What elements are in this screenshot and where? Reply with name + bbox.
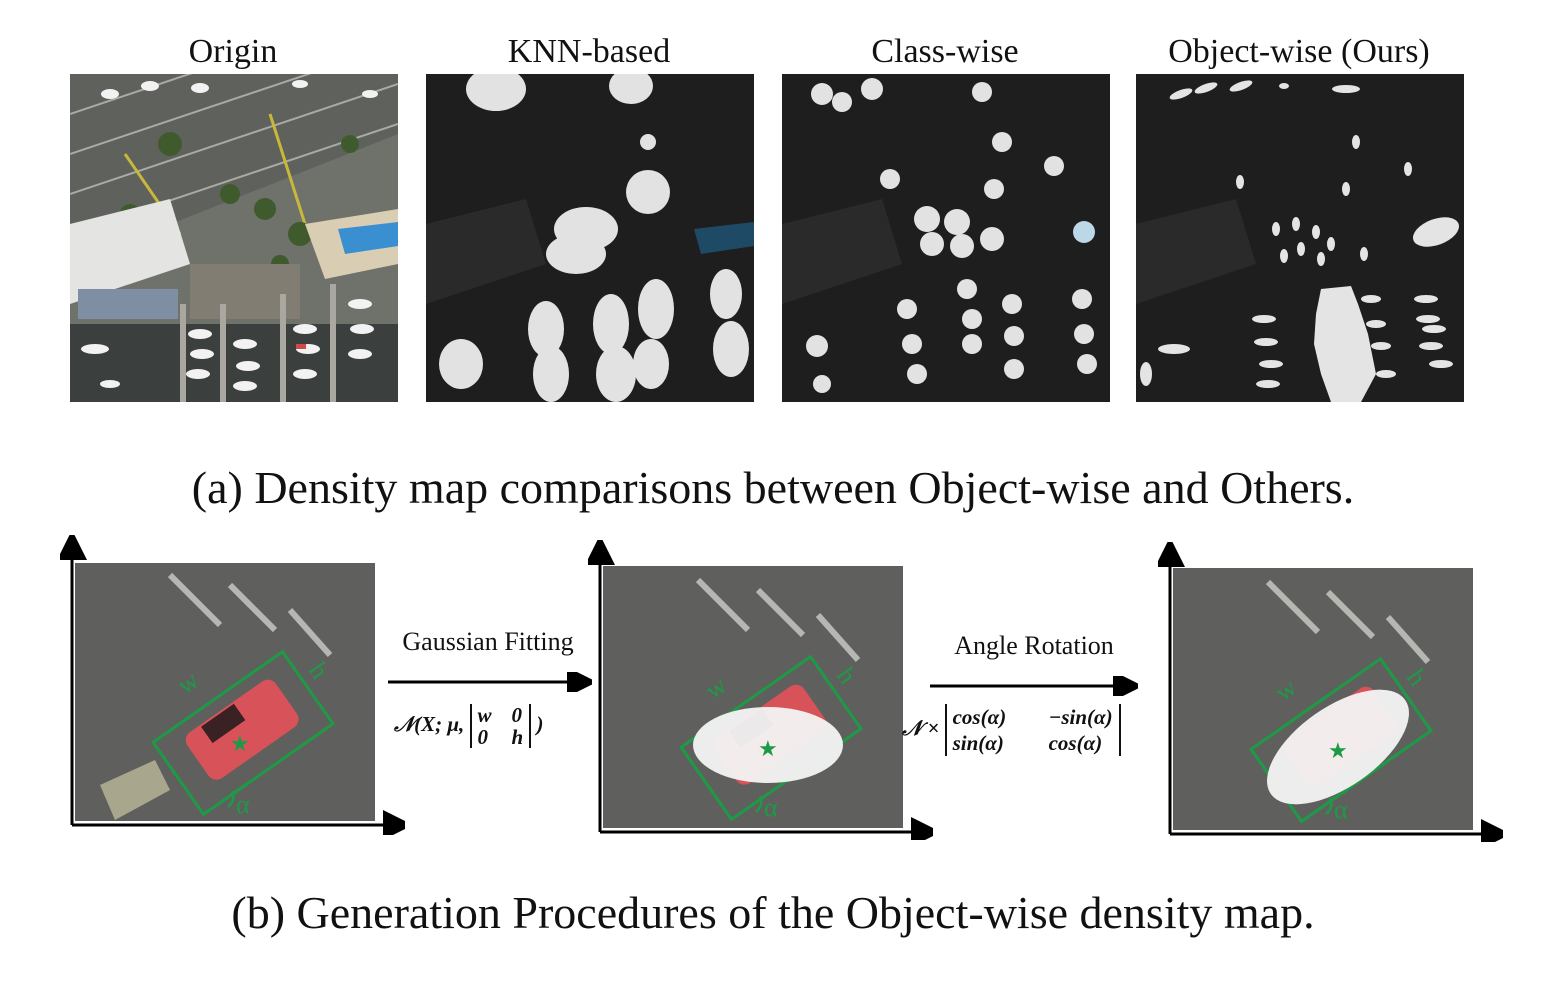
box-label-alpha: α bbox=[236, 790, 250, 819]
panel-title-knn: KNN-based bbox=[507, 33, 671, 70]
box-label-alpha: α bbox=[764, 793, 778, 822]
stage-gaussian-fit: w h α ★ bbox=[585, 535, 941, 847]
stage-rotated-gaussian: w h α ★ bbox=[1155, 537, 1511, 849]
step2-formula: 𝒩 × cos(α) −sin(α) sin(α) cos(α) bbox=[902, 704, 1164, 756]
car bbox=[185, 679, 299, 780]
step1-formula-suffix: ) bbox=[536, 711, 544, 736]
bounding-box bbox=[151, 649, 336, 817]
object-wise-density-map bbox=[1136, 74, 1464, 402]
step1-arrow bbox=[388, 672, 592, 692]
axis-aligned-gaussian bbox=[693, 707, 843, 783]
origin-aerial-image bbox=[70, 74, 398, 402]
caption-part-a: (a) Density map comparisons between Obje… bbox=[191, 462, 1355, 513]
step2-matrix-22: cos(α) bbox=[1048, 731, 1103, 755]
step1-matrix-21: 0 bbox=[477, 725, 489, 749]
step2-arrow bbox=[930, 676, 1138, 696]
panel-title-class-wise: Class-wise bbox=[871, 33, 1019, 70]
step1-matrix-11: w bbox=[477, 703, 492, 727]
step2-matrix-12: −sin(α) bbox=[1048, 705, 1113, 729]
step2-matrix-11: cos(α) bbox=[952, 705, 1007, 729]
box-label-alpha: α bbox=[1334, 795, 1348, 824]
step1-formula-prefix: 𝒩(X; μ, bbox=[394, 711, 470, 736]
stage-original-box: w h α ★ bbox=[57, 530, 413, 840]
knn-density-map bbox=[426, 74, 754, 402]
step1-matrix-22: h bbox=[511, 725, 524, 749]
rotated-gaussian bbox=[1267, 689, 1409, 805]
step2-label: Angle Rotation bbox=[954, 631, 1114, 660]
step2-matrix-21: sin(α) bbox=[952, 731, 1004, 755]
center-star-icon: ★ bbox=[230, 732, 250, 757]
caption-part-b: (b) Generation Procedures of the Object-… bbox=[231, 887, 1315, 938]
panel-title-origin: Origin bbox=[188, 33, 278, 70]
panel-title-object-wise: Object-wise (Ours) bbox=[1168, 33, 1430, 70]
class-wise-density-map bbox=[782, 74, 1110, 402]
step1-label: Gaussian Fitting bbox=[402, 627, 574, 656]
step1-matrix-12: 0 bbox=[511, 703, 523, 727]
center-star-icon: ★ bbox=[758, 737, 778, 762]
step2-formula-prefix: 𝒩 × bbox=[902, 715, 940, 740]
center-star-icon: ★ bbox=[1328, 739, 1348, 764]
